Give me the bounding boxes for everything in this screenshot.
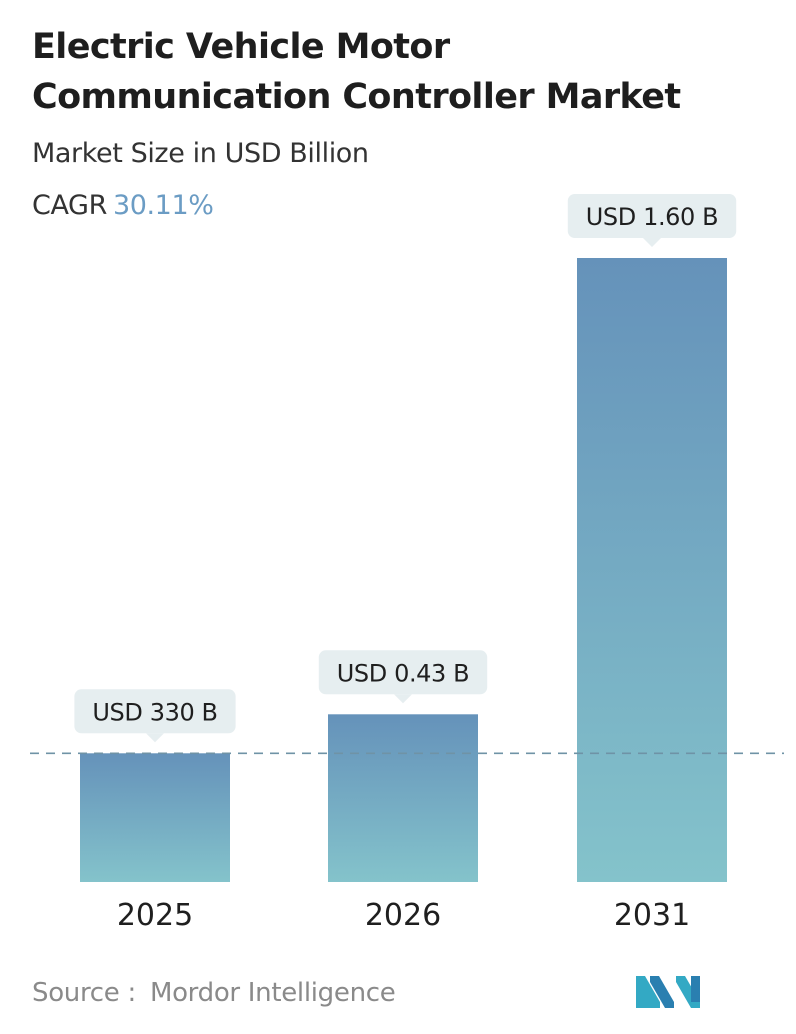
cagr-label: CAGR (32, 190, 107, 221)
data-label-pointer (146, 733, 164, 743)
mordor-intelligence-logo-icon (636, 976, 700, 1008)
source-label: Source : (32, 978, 136, 1008)
x-tick-label-2026: 2026 (365, 898, 441, 933)
data-label-box (74, 689, 236, 734)
data-label-text: USD 1.60 B (586, 203, 718, 231)
bars-layer (80, 258, 727, 882)
chart-title-line-1: Electric Vehicle Motor (32, 27, 450, 67)
data-label-text: USD 0.43 B (337, 659, 469, 687)
chart-title-line-2: Communication Controller Market (32, 77, 681, 117)
bar-2031 (577, 258, 727, 882)
bar-2026 (328, 714, 478, 882)
chart-title: Electric Vehicle Motor Communication Con… (32, 22, 772, 122)
data-label-2026: USD 0.43 B (318, 650, 488, 704)
source-note: Source : Mordor Intelligence (32, 978, 396, 1008)
data-label-2031: USD 1.60 B (567, 194, 737, 247)
bar-2025 (80, 753, 230, 882)
cagr-row: CAGR 30.11% (32, 190, 214, 221)
x-axis-tick-labels: 2025 2026 2031 (117, 898, 690, 933)
x-tick-label-2025: 2025 (117, 898, 193, 933)
data-label-pointer (643, 238, 661, 247)
cagr-value: 30.11% (112, 190, 214, 221)
source-value: Mordor Intelligence (149, 978, 396, 1008)
data-label-text: USD 330 B (92, 698, 217, 726)
x-tick-label-2031: 2031 (614, 898, 690, 933)
data-label-box (567, 194, 737, 238)
data-labels-layer: USD 330 B USD 0.43 B USD 1.60 B (74, 194, 737, 743)
data-label-2025: USD 330 B (74, 689, 236, 743)
chart-subtitle: Market Size in USD Billion (32, 138, 369, 169)
data-label-pointer (394, 694, 412, 704)
data-label-box (318, 650, 488, 695)
